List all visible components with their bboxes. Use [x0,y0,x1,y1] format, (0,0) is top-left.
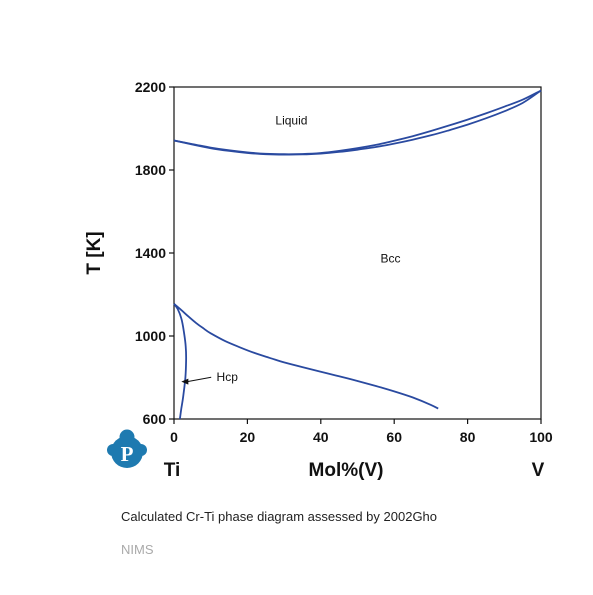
x-axis-title: Mol%(V) [309,460,384,481]
x-tick-label: 100 [529,429,553,445]
hcp-arrowhead-icon [181,378,189,385]
figure-caption: Calculated Cr-Ti phase diagram assessed … [121,509,438,524]
region-label-bcc: Bcc [381,251,401,265]
x-tick-label: 60 [386,429,402,445]
y-tick-label: 1400 [135,245,166,261]
phase-boundaries [173,89,542,420]
region-label-hcp: Hcp [217,370,239,384]
hcp-pointer-line [187,376,212,383]
plot-area: 0 20 40 60 80 100 600 1000 1400 1800 2200 Liquid Bc… [135,79,553,445]
logo-icon: P [107,429,147,468]
y-axis-title: T [K] [84,231,105,274]
x-axis-left-end-label: Ti [164,460,181,481]
logo-letter: P [121,442,134,466]
x-axis-right-end-label: V [532,460,545,481]
plot-frame [173,86,542,420]
region-label-liquid: Liquid [275,113,307,127]
phase-boundary-line-3 [173,303,439,410]
x-tick-label: 80 [460,429,476,445]
y-tick-label: 600 [143,411,167,427]
x-tick-label: 40 [313,429,329,445]
region-labels: Liquid Bcc Hcp [181,113,401,385]
phase-boundary-line-1 [173,89,542,156]
source-label: NIMS [121,542,154,557]
phase-boundary-line-4 [173,303,188,420]
y-tick-label: 2200 [135,79,166,95]
axis-ticks: 0 20 40 60 80 100 600 1000 1400 1800 2200 [135,79,553,445]
x-tick-label: 20 [240,429,256,445]
y-tick-label: 1800 [135,162,166,178]
y-tick-label: 1000 [135,328,166,344]
phase-boundary-line-2 [173,89,542,156]
x-tick-label: 0 [170,429,178,445]
